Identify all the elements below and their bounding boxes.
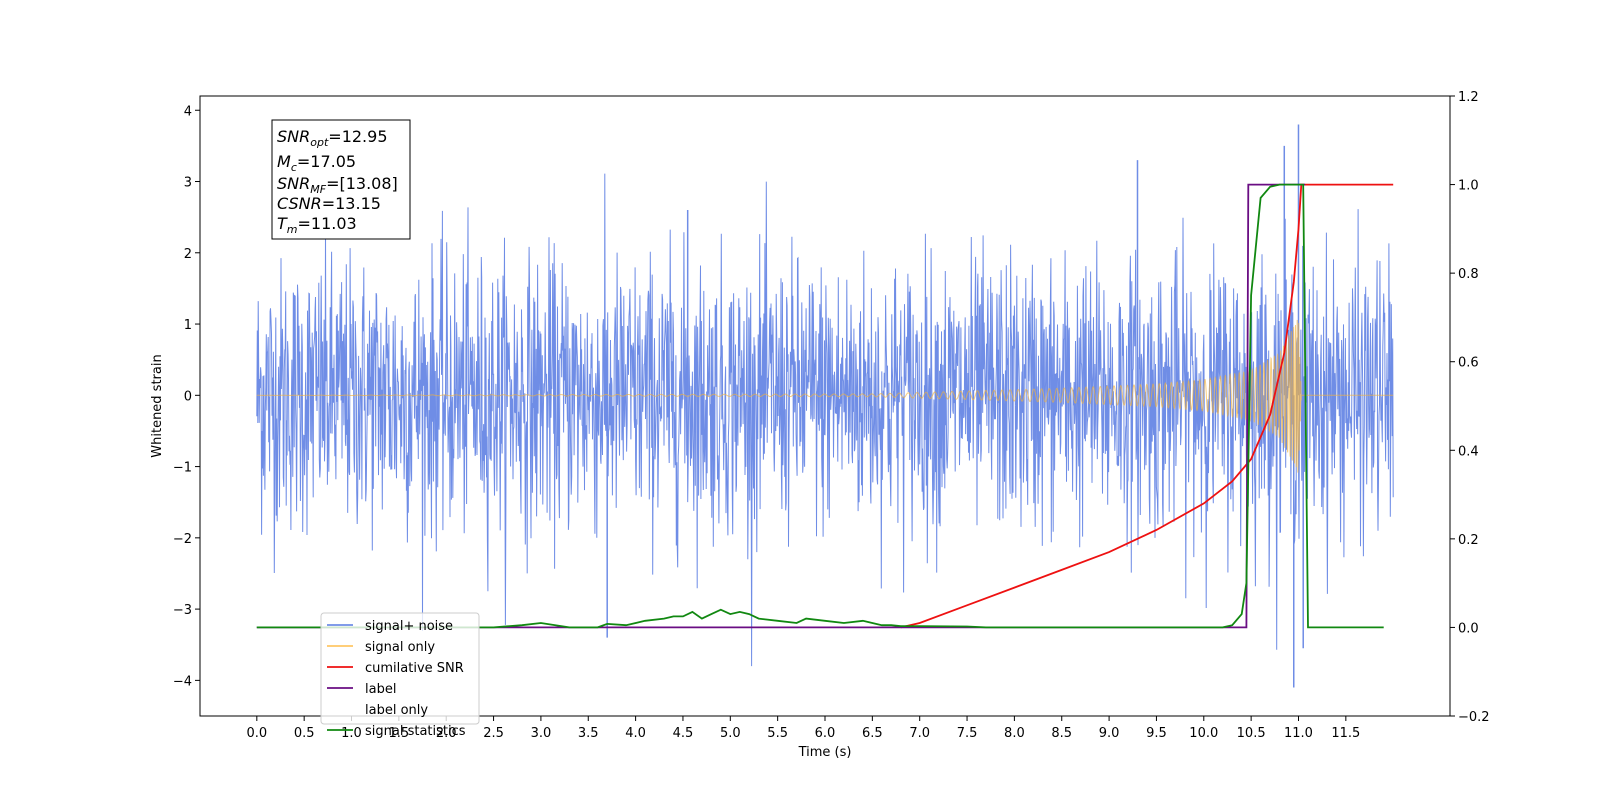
y-tick-label: 4 [184,104,192,119]
series-signal-noise-line [256,173,1394,667]
x-tick-label: 1.5 [389,726,410,741]
x-tick-label: 5.5 [767,726,788,741]
y-tick-label: −1 [173,461,192,476]
snr-mf-value: =[13.08] [326,174,398,193]
snr-opt-annotation: SNRopt=12.95 [277,127,388,149]
x-tick-label: 6.5 [862,726,883,741]
legend: signal+ noise signal only cumilative SNR la… [320,612,480,739]
y-axis-title: Whitened strain [150,354,165,457]
mc-value: =17.05 [297,152,356,171]
x-tick-label: 9.0 [1099,726,1120,741]
x-tick-label: 10.0 [1189,726,1218,741]
x-tick-label: 2.0 [436,726,457,741]
tm-base: T [277,214,288,233]
x-tick-label: 3.5 [578,726,599,741]
y2-tick-label: 0.8 [1458,267,1479,282]
x-tick-label: 6.0 [815,726,836,741]
y-tick-label: −4 [173,674,192,689]
legend-label: cumilative SNR [365,661,464,676]
snr-opt-base: SNR [277,127,310,146]
x-tick-label: 8.5 [1051,726,1072,741]
y2-tick-label: 0.6 [1458,356,1479,371]
x-tick-label: 11.5 [1331,726,1360,741]
x-tick-label: 5.0 [720,726,741,741]
x-tick-label: 0.0 [246,726,267,741]
snr-mf-base: SNR [277,174,310,193]
info-box-frame [271,119,411,240]
y-tick-label: 0 [184,389,192,404]
legend-frame [320,612,480,725]
series-cumilative-snr-line [900,183,1394,629]
y2-tick-label: 0.0 [1458,621,1479,636]
x-tick-label: 4.5 [673,726,694,741]
x-tick-label: 8.0 [1004,726,1025,741]
series-signal-statistics-line [256,183,1384,629]
y2-tick-label: 1.2 [1458,90,1479,105]
x-tick-label: 0.5 [294,726,315,741]
y2-tick-label: 0.2 [1458,533,1479,548]
snr-mf-sub: MF [310,183,326,196]
legend-label: signal+ noise [365,619,453,634]
series-layer [256,124,1394,688]
mc-annotation: Mc=17.05 [277,152,356,174]
x-axis-title: Time (s) [798,745,852,760]
tm-sub: m [287,223,298,236]
legend-label: label [365,682,396,697]
snr-opt-sub: opt [310,136,329,149]
x-tick-label: 10.5 [1237,726,1266,741]
x-tick-label: 2.5 [483,726,504,741]
x-tick-label: 7.5 [957,726,978,741]
y2-tick-label: 1.0 [1458,179,1479,194]
csnr-annotation: CSNR=13.15 [277,194,381,213]
x-tick-label: 9.5 [1146,726,1167,741]
mc-base: M [277,152,291,171]
y2-tick-label: 0.4 [1458,444,1479,459]
snr-mf-annotation: SNRMF=[13.08] [277,174,398,196]
y-tick-label: 3 [184,176,192,191]
legend-label: signal only [365,640,435,655]
tm-value: =11.03 [298,214,357,233]
x-tick-label: 3.0 [531,726,552,741]
series-signal-only-line [256,319,1394,473]
x-tick-label: 1.0 [341,726,362,741]
x-tick-label: 4.0 [625,726,646,741]
csnr-base: CSNR [277,194,322,213]
legend-label: signal statistics [365,724,466,739]
tm-annotation: Tm=11.03 [277,214,357,236]
x-axis: 0.0 0.5 1.0 1.5 2.0 2.5 3.0 3.5 4.0 4.5 5.0 5.5 6.0 6… [246,716,1360,741]
snr-opt-value: =12.95 [328,127,387,146]
y-tick-label: −3 [173,603,192,618]
y-axis-right: 1.2 1.0 0.8 0.6 0.4 0.2 0.0 −0.2 [1450,90,1490,725]
csnr-value: =13.15 [322,194,381,213]
x-tick-label: 7.0 [909,726,930,741]
x-tick-label: 11.0 [1284,726,1313,741]
y-tick-label: −2 [173,532,192,547]
legend-label: label only [365,703,428,718]
y-tick-label: 2 [184,247,192,262]
y2-tick-label: −0.2 [1458,710,1490,725]
info-box: SNRopt=12.95 Mc=17.05 SNRMF=[13.08] CSNR… [271,119,411,240]
y-axis-left: 4 3 2 1 0 −1 −2 −3 −4 [173,104,200,689]
y-tick-label: 1 [184,318,192,333]
mc-sub: c [291,161,297,174]
